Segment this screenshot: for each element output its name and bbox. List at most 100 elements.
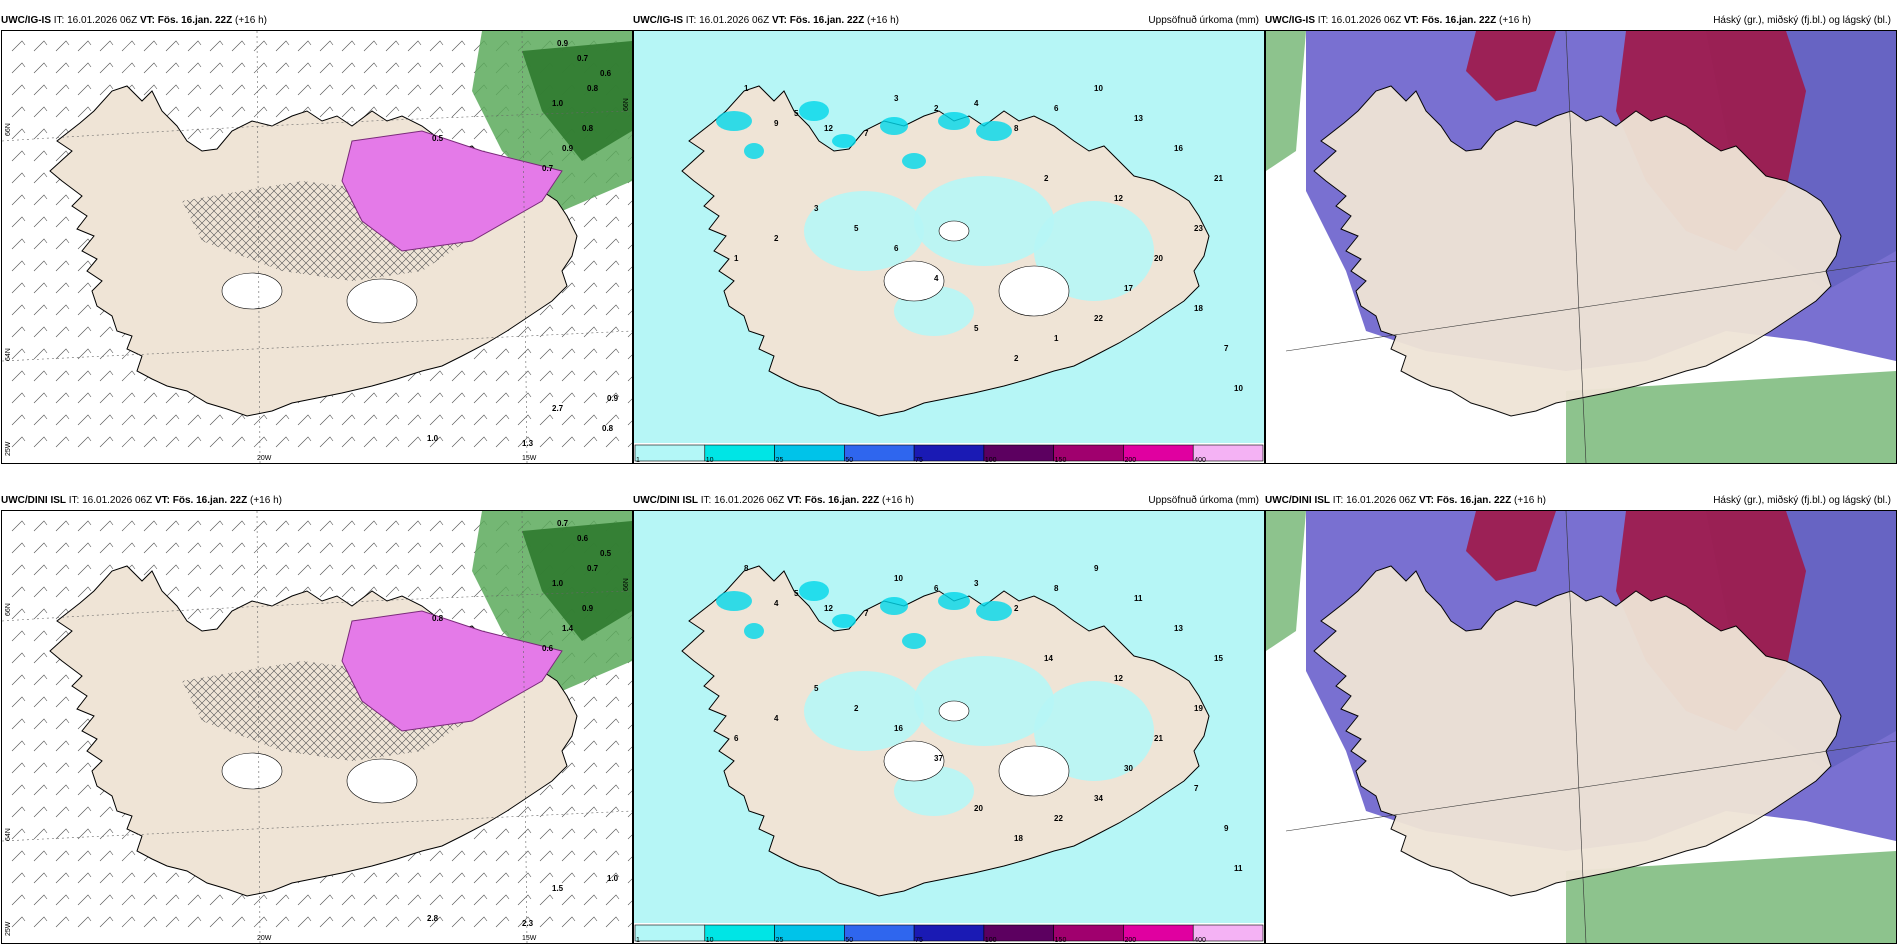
precip-value: 6: [1054, 104, 1059, 113]
lat-label: 66N: [5, 123, 12, 136]
precip-value: 12: [1114, 194, 1123, 203]
colorbar: 1 10 25 50 75 100 150 200 400: [634, 924, 1264, 943]
colorbar-label: 75: [915, 937, 923, 943]
precip-value: 13: [1134, 114, 1143, 123]
panel-header: UWC/DINI ISL IT: 16.01.2026 06Z VT: Fös.…: [1265, 494, 1895, 508]
lon-label: 20W: [257, 455, 272, 462]
precip-value: 34: [1094, 794, 1103, 803]
panel-header: UWC/IG-IS IT: 16.01.2026 06Z VT: Fös. 16…: [633, 14, 1263, 28]
lat-label: 25W: [5, 441, 12, 456]
model-name: UWC/IG-IS: [633, 15, 683, 26]
precip-value: 6: [894, 244, 899, 253]
map-canvas: 1951273248610131621232017221254653211871…: [634, 31, 1264, 463]
colorbar-label: 75: [915, 457, 923, 463]
precip-value: 16: [1174, 144, 1183, 153]
lead-time: (+16 h): [1511, 495, 1546, 506]
colorbar-label: 25: [776, 457, 784, 463]
colorbar-label: 50: [845, 457, 853, 463]
panel-title: Háský (gr.), miðský (fj.bl.) og lágský (…: [1713, 495, 1891, 506]
precip-value: 3: [894, 94, 899, 103]
lead-time: (+16 h): [1496, 15, 1531, 26]
precip-value: 10: [1234, 384, 1243, 393]
precip-value: 7: [864, 129, 869, 138]
colorbar-swatch: [844, 444, 915, 462]
panel-header: UWC/IG-IS IT: 16.01.2026 06Z VT: Fös. 16…: [1, 14, 631, 28]
snow-value: 1.4: [562, 624, 574, 633]
colorbar-swatch: [704, 444, 775, 462]
colorbar-swatch: [844, 924, 915, 942]
colorbar-swatch: [634, 924, 706, 942]
colorbar-swatch: [774, 444, 845, 462]
precip-value: 4: [774, 714, 779, 723]
precip-value: 22: [1054, 814, 1063, 823]
snow-value: 0.9: [557, 39, 569, 48]
colorbar-swatch: [704, 924, 775, 942]
lead-time: (+16 h): [247, 495, 282, 506]
precip-value: 8: [1014, 124, 1019, 133]
precip-value: 12: [824, 604, 833, 613]
precip-value: 21: [1154, 734, 1163, 743]
colorbar-label: 100: [985, 457, 997, 463]
precip-value: 7: [1194, 784, 1199, 793]
lon-label: 20W: [257, 935, 272, 942]
map-panel-top-mid: 1 9 5 12 7 3 2 4 8 6 10 13 16 21 23 20 17 22 1 2 5 4 6 5 3 2 1 18 7 1…: [633, 30, 1265, 464]
valid-time: VT: Fös. 16.jan. 22Z: [139, 15, 233, 26]
precip-value: 16: [894, 724, 903, 733]
precip-value: 2: [934, 104, 939, 113]
snow-value: 0.9: [607, 394, 619, 403]
snow-value: 1.5: [552, 884, 564, 893]
snow-value: 0.7: [577, 54, 589, 63]
precip-value: 5: [814, 684, 819, 693]
precip-value: 10: [1094, 84, 1103, 93]
lat-label: 66N: [623, 98, 630, 111]
snow-value: 1.0: [552, 99, 564, 108]
snow-value: 1.0: [552, 579, 564, 588]
precip-value: 30: [1124, 764, 1133, 773]
snow-value: 1.3: [522, 439, 534, 448]
precip-value: 9: [774, 119, 779, 128]
snow-value: 0.6: [577, 534, 589, 543]
precip-value: 19: [1194, 704, 1203, 713]
precip-value: 8: [1054, 584, 1059, 593]
snow-value: 0.8: [587, 84, 599, 93]
colorbar-label: 50: [845, 937, 853, 943]
precip-value: 4: [934, 274, 939, 283]
precip-value: 5: [854, 224, 859, 233]
lon-label: 15W: [522, 455, 537, 462]
precip-value: 20: [1154, 254, 1163, 263]
precip-value: 5: [974, 324, 979, 333]
lat-label: 64N: [5, 828, 12, 841]
precip-value: 2: [774, 234, 779, 243]
colorbar-label: 200: [1124, 937, 1136, 943]
precip-value: 17: [1124, 284, 1133, 293]
colorbar-swatch: [1192, 924, 1264, 942]
colorbar-label: 100: [985, 937, 997, 943]
precip-value: 1: [734, 254, 739, 263]
snow-value: 0.9: [562, 144, 574, 153]
model-name: UWC/IG-IS: [1265, 15, 1315, 26]
precip-value: 18: [1194, 304, 1203, 313]
precip-value: 4: [774, 599, 779, 608]
panel-title: Uppsöfnuð úrkoma (mm): [1148, 495, 1259, 506]
model-name: UWC/DINI ISL: [1, 495, 66, 506]
precip-value: 5: [794, 109, 799, 118]
map-panel-bot-mid: 8 4 5 12 7 10 6 3 2 8 9 11 13 15 19 21 30 34 22 18 20 37 16 2 5 4…: [633, 510, 1265, 944]
panel-header: UWC/DINI ISL IT: 16.01.2026 06Z VT: Fös.…: [1, 494, 631, 508]
precip-value: 12: [824, 124, 833, 133]
colorbar-swatch: [913, 924, 985, 942]
lead-time: (+16 h): [232, 15, 267, 26]
lead-time: (+16 h): [864, 15, 899, 26]
colorbar-label: 400: [1194, 937, 1206, 943]
snow-value: 0.8: [602, 424, 614, 433]
lat-label: 66N: [623, 578, 630, 591]
precip-value: 11: [1134, 594, 1143, 603]
snow-value: 0.8: [432, 614, 444, 623]
map-canvas: [1266, 511, 1896, 943]
valid-time: VT: Fös. 16.jan. 22Z: [154, 495, 248, 506]
precip-value: 21: [1214, 174, 1223, 183]
colorbar-label: 1: [636, 937, 640, 943]
snow-value: 0.9: [582, 604, 594, 613]
snow-value: 1.0: [607, 874, 619, 883]
colorbar-label: 10: [706, 457, 714, 463]
snow-value: 0.5: [600, 549, 612, 558]
